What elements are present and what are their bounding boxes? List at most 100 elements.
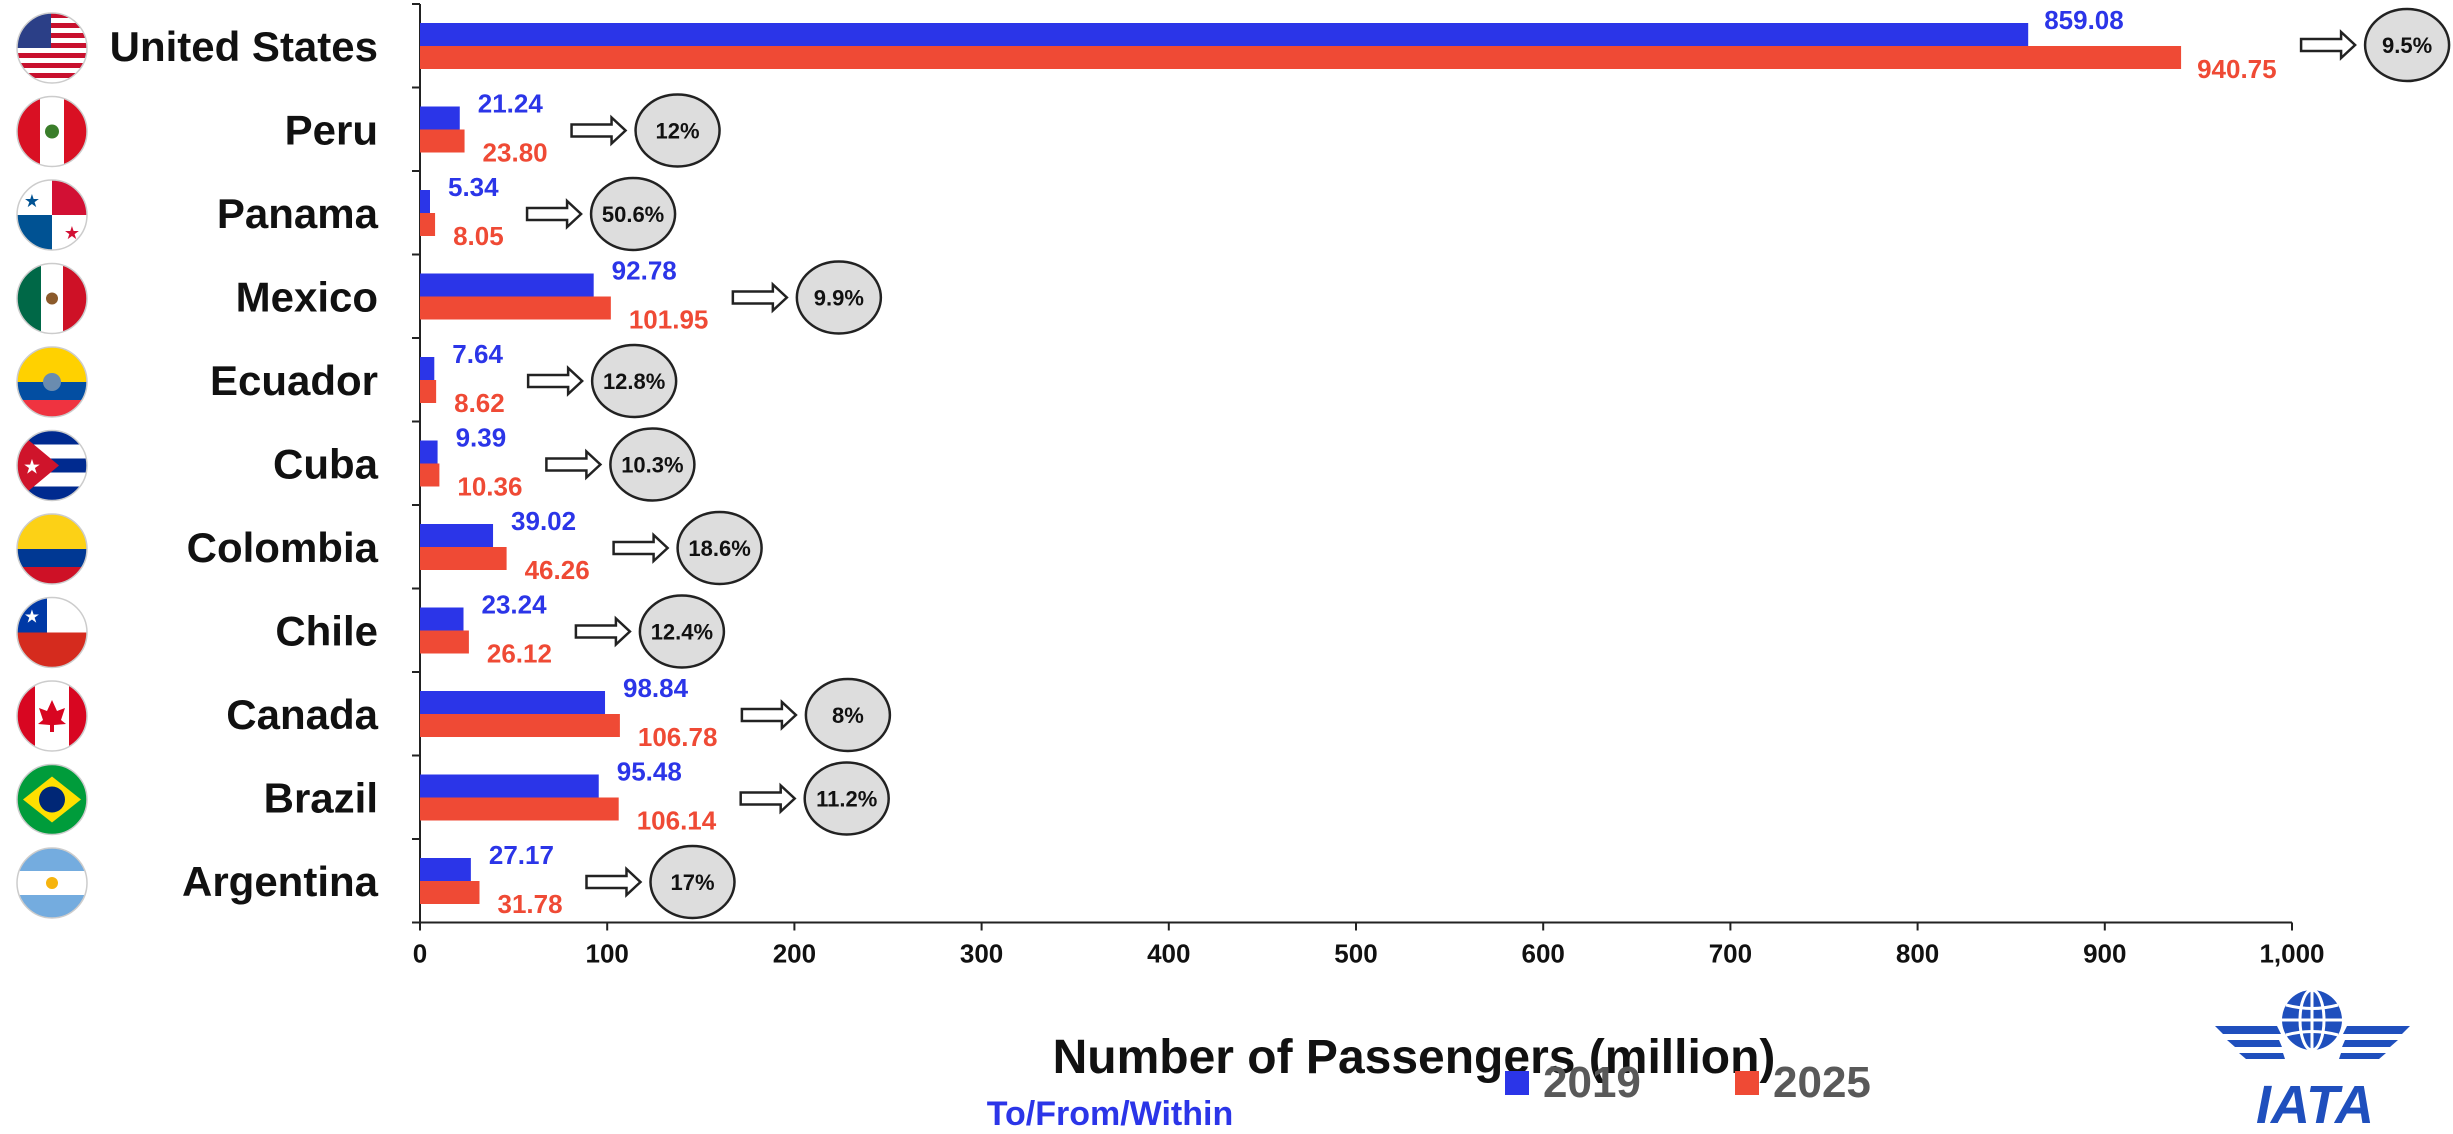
- x-tick-label: 700: [1709, 939, 1752, 969]
- bar-2025: [420, 213, 436, 236]
- growth-arrow-icon: [612, 532, 670, 564]
- legend-label-2019: 2019: [1543, 1058, 1641, 1107]
- growth-arrow-icon: [570, 114, 628, 147]
- category-label: Ecuador: [210, 357, 378, 404]
- value-label-2025: 8.62: [454, 388, 505, 418]
- value-label-2019: 9.39: [456, 423, 507, 453]
- growth-arrow-icon: [731, 281, 789, 314]
- growth-label: 17%: [670, 870, 714, 895]
- x-tick-label: 400: [1147, 939, 1190, 969]
- value-label-2019: 95.48: [617, 757, 682, 787]
- category-label: Chile: [275, 608, 378, 655]
- growth-label: 9.9%: [814, 286, 864, 311]
- value-label-2019: 27.17: [489, 840, 554, 870]
- growth-bubble: [609, 427, 696, 502]
- growth-bubble: [638, 594, 726, 669]
- growth-label: 12.4%: [651, 620, 713, 645]
- svg-text:★: ★: [24, 191, 40, 211]
- legend-item-2025: 2025: [1735, 1058, 1871, 1108]
- bar-2025: [420, 46, 2182, 69]
- bar-2025: [420, 463, 440, 487]
- growth-label: 12.8%: [603, 369, 665, 394]
- growth-arrow-icon: [739, 782, 797, 815]
- svg-text:★: ★: [64, 223, 80, 243]
- bar-2025: [420, 630, 469, 654]
- legend-swatch-2019: [1505, 1071, 1529, 1095]
- bar-2025: [420, 380, 437, 403]
- chile-flag-icon: ★: [16, 596, 88, 669]
- x-tick-label: 100: [586, 939, 629, 969]
- value-label-2019: 39.02: [511, 506, 576, 536]
- x-tick-label: 0: [413, 939, 427, 969]
- category-label: Cuba: [273, 441, 379, 488]
- peru-flag-icon: [16, 95, 88, 168]
- bar-2025: [420, 129, 465, 153]
- category-label: Colombia: [187, 524, 379, 571]
- x-tick-label: 800: [1896, 939, 1939, 969]
- value-label-2025: 31.78: [497, 889, 562, 919]
- bar-2025: [420, 296, 611, 320]
- bar-2019: [420, 440, 438, 464]
- value-label-2019: 92.78: [612, 256, 677, 286]
- growth-arrow-icon: [2299, 29, 2357, 61]
- growth-arrow-icon: [574, 615, 632, 648]
- svg-text:★: ★: [24, 607, 40, 627]
- value-label-2019: 5.34: [448, 172, 499, 202]
- united-states-flag-icon: [16, 12, 88, 84]
- cuba-flag-icon: ★: [16, 429, 88, 502]
- category-label: Mexico: [236, 274, 378, 321]
- bar-2025: [420, 547, 507, 570]
- iata-globe-logo-icon: IATA: [2215, 988, 2410, 1133]
- growth-bubble: [803, 761, 890, 836]
- bar-2025: [420, 714, 620, 737]
- category-label: Panama: [217, 190, 379, 237]
- growth-bubble: [634, 93, 721, 168]
- x-tick-label: 200: [773, 939, 816, 969]
- mexico-flag-icon: [16, 262, 88, 335]
- bar-2019: [420, 524, 494, 547]
- growth-annotations: 9.5% 12% 50.6% 9.9% 12.8% 10.3% 18.6% 12.4% 8% 11…: [525, 7, 2451, 920]
- value-label-2025: 106.14: [637, 806, 717, 836]
- bar-2019: [420, 774, 599, 798]
- bar-2019: [420, 357, 435, 380]
- axes: 0 100 200 300 400 500 600 700 800 900 1,000: [412, 3, 2325, 969]
- svg-text:★: ★: [23, 457, 41, 479]
- growth-bubble: [2363, 7, 2451, 83]
- growth-label: 8%: [832, 703, 864, 728]
- growth-label: 9.5%: [2382, 33, 2432, 58]
- bar-2019: [420, 190, 430, 213]
- colombia-flag-icon: [16, 513, 88, 585]
- flag-icons: ★ ★ ★ ★: [16, 12, 88, 919]
- growth-bubble: [589, 176, 677, 252]
- category-label: Canada: [226, 691, 378, 738]
- legend-item-2019: 2019: [1505, 1058, 1641, 1108]
- category-label: Argentina: [182, 858, 379, 905]
- iata-logo-text: IATA: [2256, 1075, 2374, 1133]
- bar-2019: [420, 106, 460, 130]
- growth-arrow-icon: [525, 198, 583, 230]
- growth-bubble: [676, 510, 763, 586]
- bar-2019: [420, 607, 464, 631]
- bars: [420, 23, 2182, 904]
- growth-label: 18.6%: [688, 536, 750, 561]
- growth-label: 12%: [656, 119, 700, 144]
- growth-arrow-icon: [740, 699, 798, 731]
- value-label-2025: 101.95: [629, 305, 709, 335]
- value-label-2025: 8.05: [453, 221, 504, 251]
- category-label: Brazil: [264, 775, 378, 822]
- value-label-2025: 23.80: [483, 138, 548, 168]
- value-label-2025: 26.12: [487, 639, 552, 669]
- growth-bubble: [804, 677, 892, 753]
- growth-arrow-icon: [545, 448, 603, 481]
- bar-2025: [420, 797, 619, 821]
- legend-swatch-2025: [1735, 1071, 1759, 1095]
- value-label-2019: 98.84: [623, 673, 689, 703]
- ecuador-flag-icon: [16, 346, 88, 418]
- value-label-2019: 7.64: [452, 339, 503, 369]
- value-label-2025: 106.78: [638, 722, 718, 752]
- bar-2019: [420, 273, 594, 297]
- growth-arrow-icon: [585, 866, 643, 898]
- x-tick-label: 300: [960, 939, 1003, 969]
- value-label-2025: 10.36: [457, 472, 522, 502]
- x-axis-label: Number of Passengers (million): [1052, 1031, 1776, 1084]
